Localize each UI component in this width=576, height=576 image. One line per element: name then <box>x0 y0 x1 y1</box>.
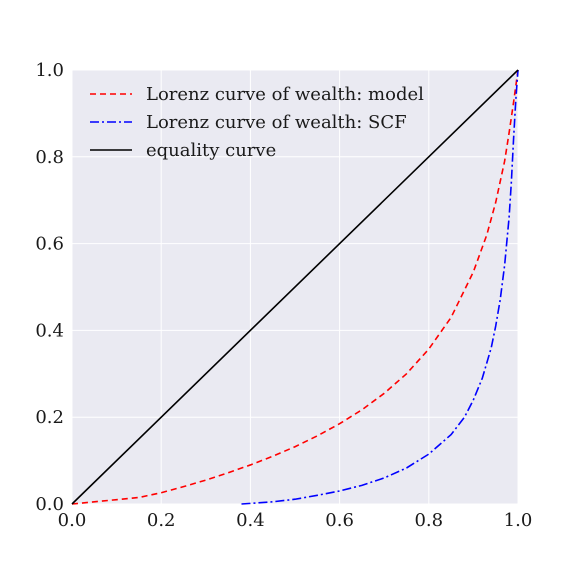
y-tick-label: 0.2 <box>35 407 64 428</box>
x-tick-label: 0.2 <box>147 510 176 531</box>
legend-label-0: Lorenz curve of wealth: model <box>146 84 424 105</box>
legend-label-1: Lorenz curve of wealth: SCF <box>146 112 407 133</box>
x-tick-label: 0.0 <box>58 510 87 531</box>
x-axis-ticks: 0.0 0.2 0.4 0.6 0.8 1.0 <box>58 510 533 531</box>
series-line-2 <box>71 69 519 505</box>
series-line-1 <box>241 69 519 505</box>
y-tick-label: 0.8 <box>35 147 64 168</box>
x-tick-label: 0.6 <box>325 510 354 531</box>
y-axis-ticks: 0.0 0.2 0.4 0.6 0.8 1.0 <box>35 60 64 515</box>
y-tick-label: 0.6 <box>35 234 64 255</box>
series-line-0 <box>71 69 519 505</box>
y-tick-label: 0.0 <box>35 494 64 515</box>
y-tick-label: 0.4 <box>35 320 64 341</box>
y-tick-label: 1.0 <box>35 60 64 81</box>
legend: Lorenz curve of wealth: model Lorenz curv… <box>90 84 424 161</box>
series-layer <box>71 69 519 505</box>
x-tick-label: 1.0 <box>504 510 533 531</box>
x-tick-label: 0.8 <box>414 510 443 531</box>
legend-label-2: equality curve <box>146 140 276 161</box>
x-tick-label: 0.4 <box>236 510 265 531</box>
grid <box>71 69 519 505</box>
